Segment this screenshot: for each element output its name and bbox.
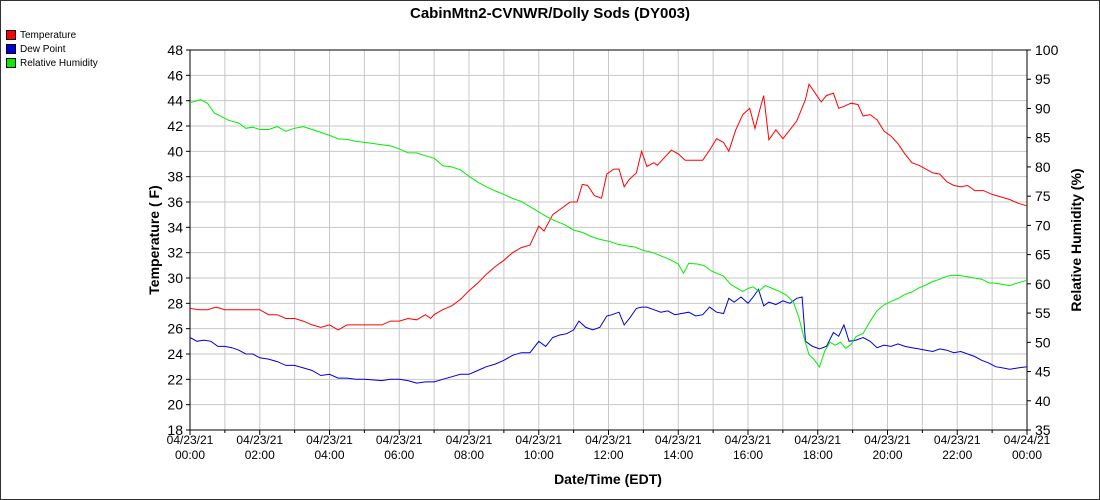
y2-tick-label: 40 [1035, 393, 1051, 409]
legend-swatch-temperature [6, 30, 16, 40]
y2-tick-label: 80 [1035, 159, 1051, 175]
y-tick-label: 46 [167, 67, 183, 83]
x-tick-label-date: 04/23/21 [585, 433, 632, 447]
x-tick-label-time: 00:00 [1012, 448, 1042, 462]
x-tick-label-date: 04/23/21 [446, 433, 493, 447]
y2-tick-label: 75 [1035, 188, 1051, 204]
x-tick-label-date: 04/23/21 [794, 433, 841, 447]
series-line-temperature [189, 82, 1028, 331]
x-tick-label-date: 04/23/21 [655, 433, 702, 447]
right-axis-ticks: 35 40 45 50 55 60 65 70 75 80 85 90 95 100 [1027, 42, 1059, 438]
y-tick-label: 44 [167, 93, 183, 109]
x-tick-label-time: 06:00 [384, 448, 414, 462]
legend-item-temperature: Temperature [6, 28, 98, 42]
x-tick-label-date: 04/23/21 [376, 433, 423, 447]
x-tick-label-time: 16:00 [733, 448, 763, 462]
legend-label-relative-humidity: Relative Humidity [20, 57, 98, 69]
x-tick-label-date: 04/23/21 [515, 433, 562, 447]
x-tick-label-date: 04/23/21 [725, 433, 772, 447]
y2-tick-label: 65 [1035, 247, 1051, 263]
y2-tick-label: 45 [1035, 364, 1051, 380]
legend-item-relative-humidity: Relative Humidity [6, 56, 98, 70]
y-tick-label: 30 [167, 270, 183, 286]
legend-item-dew-point: Dew Point [6, 42, 98, 56]
x-tick-label-date: 04/23/21 [864, 433, 911, 447]
y2-tick-label: 55 [1035, 305, 1051, 321]
chart-title: CabinMtn2-CVNWR/Dolly Sods (DY003) [410, 5, 690, 22]
x-tick-label-time: 12:00 [593, 448, 623, 462]
y-tick-label: 48 [167, 42, 183, 58]
y2-tick-label: 90 [1035, 100, 1051, 116]
y-tick-label: 22 [167, 371, 183, 387]
x-tick-label-date: 04/23/21 [236, 433, 283, 447]
x-tick-label-time: 00:00 [175, 448, 205, 462]
series-group [189, 82, 1028, 384]
x-tick-label-date: 04/23/21 [934, 433, 981, 447]
x-tick-label-time: 14:00 [663, 448, 693, 462]
legend-swatch-relative-humidity [6, 58, 16, 68]
y2-tick-label: 50 [1035, 334, 1051, 350]
x-tick-label-time: 04:00 [314, 448, 344, 462]
y-tick-label: 26 [167, 321, 183, 337]
x-axis-ticks: 04/23/2100:0004/23/2102:0004/23/2104:000… [167, 430, 1051, 462]
x-tick-label-date: 04/23/21 [167, 433, 214, 447]
y-tick-label: 28 [167, 295, 183, 311]
y-tick-label: 34 [167, 219, 183, 235]
y-tick-label: 42 [167, 118, 183, 134]
left-axis-ticks: 18 20 22 24 26 28 30 32 34 36 38 40 42 44 46 48 [167, 42, 190, 438]
x-tick-label-time: 22:00 [942, 448, 972, 462]
x-axis-label: Date/Time (EDT) [554, 471, 662, 487]
x-tick-label-date: 04/23/21 [306, 433, 353, 447]
x-tick-label-time: 08:00 [454, 448, 484, 462]
x-tick-label-date: 04/24/21 [1004, 433, 1051, 447]
y2-tick-label: 35 [1035, 422, 1051, 438]
y2-tick-label: 95 [1035, 71, 1051, 87]
y-tick-label: 20 [167, 397, 183, 413]
legend-label-temperature: Temperature [20, 29, 77, 41]
y2-tick-label: 100 [1035, 42, 1059, 58]
series-line-relative-humidity [189, 99, 1028, 368]
x-tick-label-time: 10:00 [524, 448, 554, 462]
y-tick-label: 32 [167, 245, 183, 261]
y2-tick-label: 60 [1035, 276, 1051, 292]
y-tick-label: 40 [167, 143, 183, 159]
y-tick-label: 36 [167, 194, 183, 210]
y-tick-label: 24 [167, 346, 183, 362]
x-tick-label-time: 20:00 [872, 448, 902, 462]
series-line-dew-point [189, 288, 1028, 384]
y2-tick-label: 85 [1035, 130, 1051, 146]
x-tick-label-time: 18:00 [803, 448, 833, 462]
x-tick-label-time: 02:00 [245, 448, 275, 462]
legend-label-dew-point: Dew Point [20, 43, 66, 55]
y-tick-label: 38 [167, 169, 183, 185]
y2-tick-label: 70 [1035, 217, 1051, 233]
y2-axis-label: Relative Humidity (%) [1068, 168, 1084, 311]
y-axis-label: Temperature ( F) [146, 185, 162, 294]
legend-swatch-dew-point [6, 44, 16, 54]
y-tick-label: 18 [167, 422, 183, 438]
legend: Temperature Dew Point Relative Humidity [6, 28, 98, 70]
